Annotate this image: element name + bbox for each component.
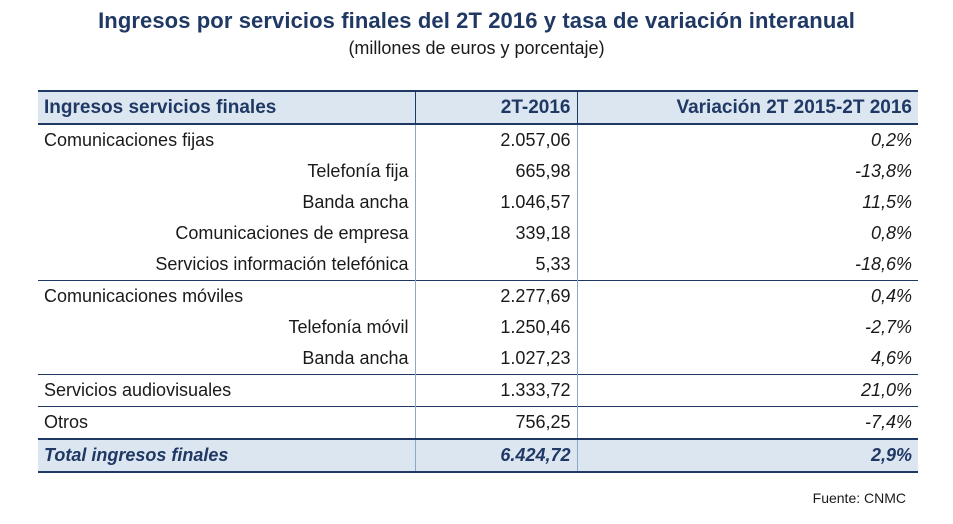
page-subtitle: (millones de euros y porcentaje)	[348, 38, 605, 58]
row-value: 2.277,69	[415, 280, 578, 312]
row-label: Banda ancha	[38, 187, 416, 218]
table-row: Servicios audiovisuales 1.333,72 21,0%	[38, 374, 918, 407]
row-label: Otros	[38, 406, 416, 439]
table-total-row: Total ingresos finales 6.424,72 2,9%	[38, 438, 918, 473]
row-change: -2,7%	[864, 317, 912, 337]
header-variation: Variación 2T 2015-2T 2016	[577, 90, 918, 125]
table-row: Comunicaciones fijas 2.057,06 0,2%	[38, 123, 918, 156]
revenue-table: Ingresos servicios finales 2T-2016 Varia…	[38, 90, 918, 473]
total-value: 6.424,72	[415, 438, 578, 473]
header-period: 2T-2016	[415, 90, 578, 125]
page-title: Ingresos por servicios finales del 2T 20…	[98, 8, 855, 33]
row-value: 5,33	[415, 249, 578, 281]
row-change: -7,4%	[577, 406, 918, 439]
table-body: Comunicaciones fijas 2.057,06 0,2% Telefoní…	[38, 123, 918, 439]
row-value: 1.027,23	[415, 343, 578, 375]
row-value: 756,25	[415, 406, 578, 439]
row-change: 21,0%	[577, 374, 918, 407]
table-header-row: Ingresos servicios finales 2T-2016 Varia…	[38, 90, 918, 125]
row-label: Telefonía fija	[38, 156, 416, 187]
total-label: Total ingresos finales	[38, 438, 416, 473]
row-change: 4,6%	[870, 348, 912, 368]
table-row: Telefonía móvil 1.250,46 -2,7%	[38, 312, 918, 343]
row-change: 11,5%	[862, 192, 912, 212]
table-row: Servicios información telefónica 5,33 -18,…	[38, 249, 918, 281]
row-value: 2.057,06	[415, 123, 578, 156]
table-row: Otros 756,25 -7,4%	[38, 406, 918, 439]
row-label: Servicios información telefónica	[38, 249, 416, 281]
table-row: Banda ancha 1.046,57 11,5%	[38, 187, 918, 218]
table-row: Telefonía fija 665,98 -13,8%	[38, 156, 918, 187]
row-change: 0,2%	[577, 123, 918, 156]
source-note: Fuente: CNMC	[812, 490, 906, 506]
row-label: Comunicaciones móviles	[38, 280, 416, 312]
row-label: Comunicaciones fijas	[38, 123, 416, 156]
row-change: 0,8%	[870, 223, 912, 243]
header-services: Ingresos servicios finales	[38, 90, 416, 125]
row-label: Banda ancha	[38, 343, 416, 375]
row-value: 665,98	[415, 156, 578, 187]
table-row: Comunicaciones móviles 2.277,69 0,4%	[38, 280, 918, 312]
row-label: Comunicaciones de empresa	[38, 218, 416, 249]
row-label: Servicios audiovisuales	[38, 374, 416, 407]
row-value: 1.046,57	[415, 187, 578, 218]
table-row: Comunicaciones de empresa 339,18 0,8%	[38, 218, 918, 249]
row-change: -13,8%	[854, 161, 912, 181]
table-row: Banda ancha 1.027,23 4,6%	[38, 343, 918, 375]
row-label: Telefonía móvil	[38, 312, 416, 343]
row-change: -18,6%	[854, 254, 912, 274]
total-change: 2,9%	[577, 438, 918, 473]
row-value: 1.250,46	[415, 312, 578, 343]
row-value: 1.333,72	[415, 374, 578, 407]
row-value: 339,18	[415, 218, 578, 249]
row-change: 0,4%	[577, 280, 918, 312]
